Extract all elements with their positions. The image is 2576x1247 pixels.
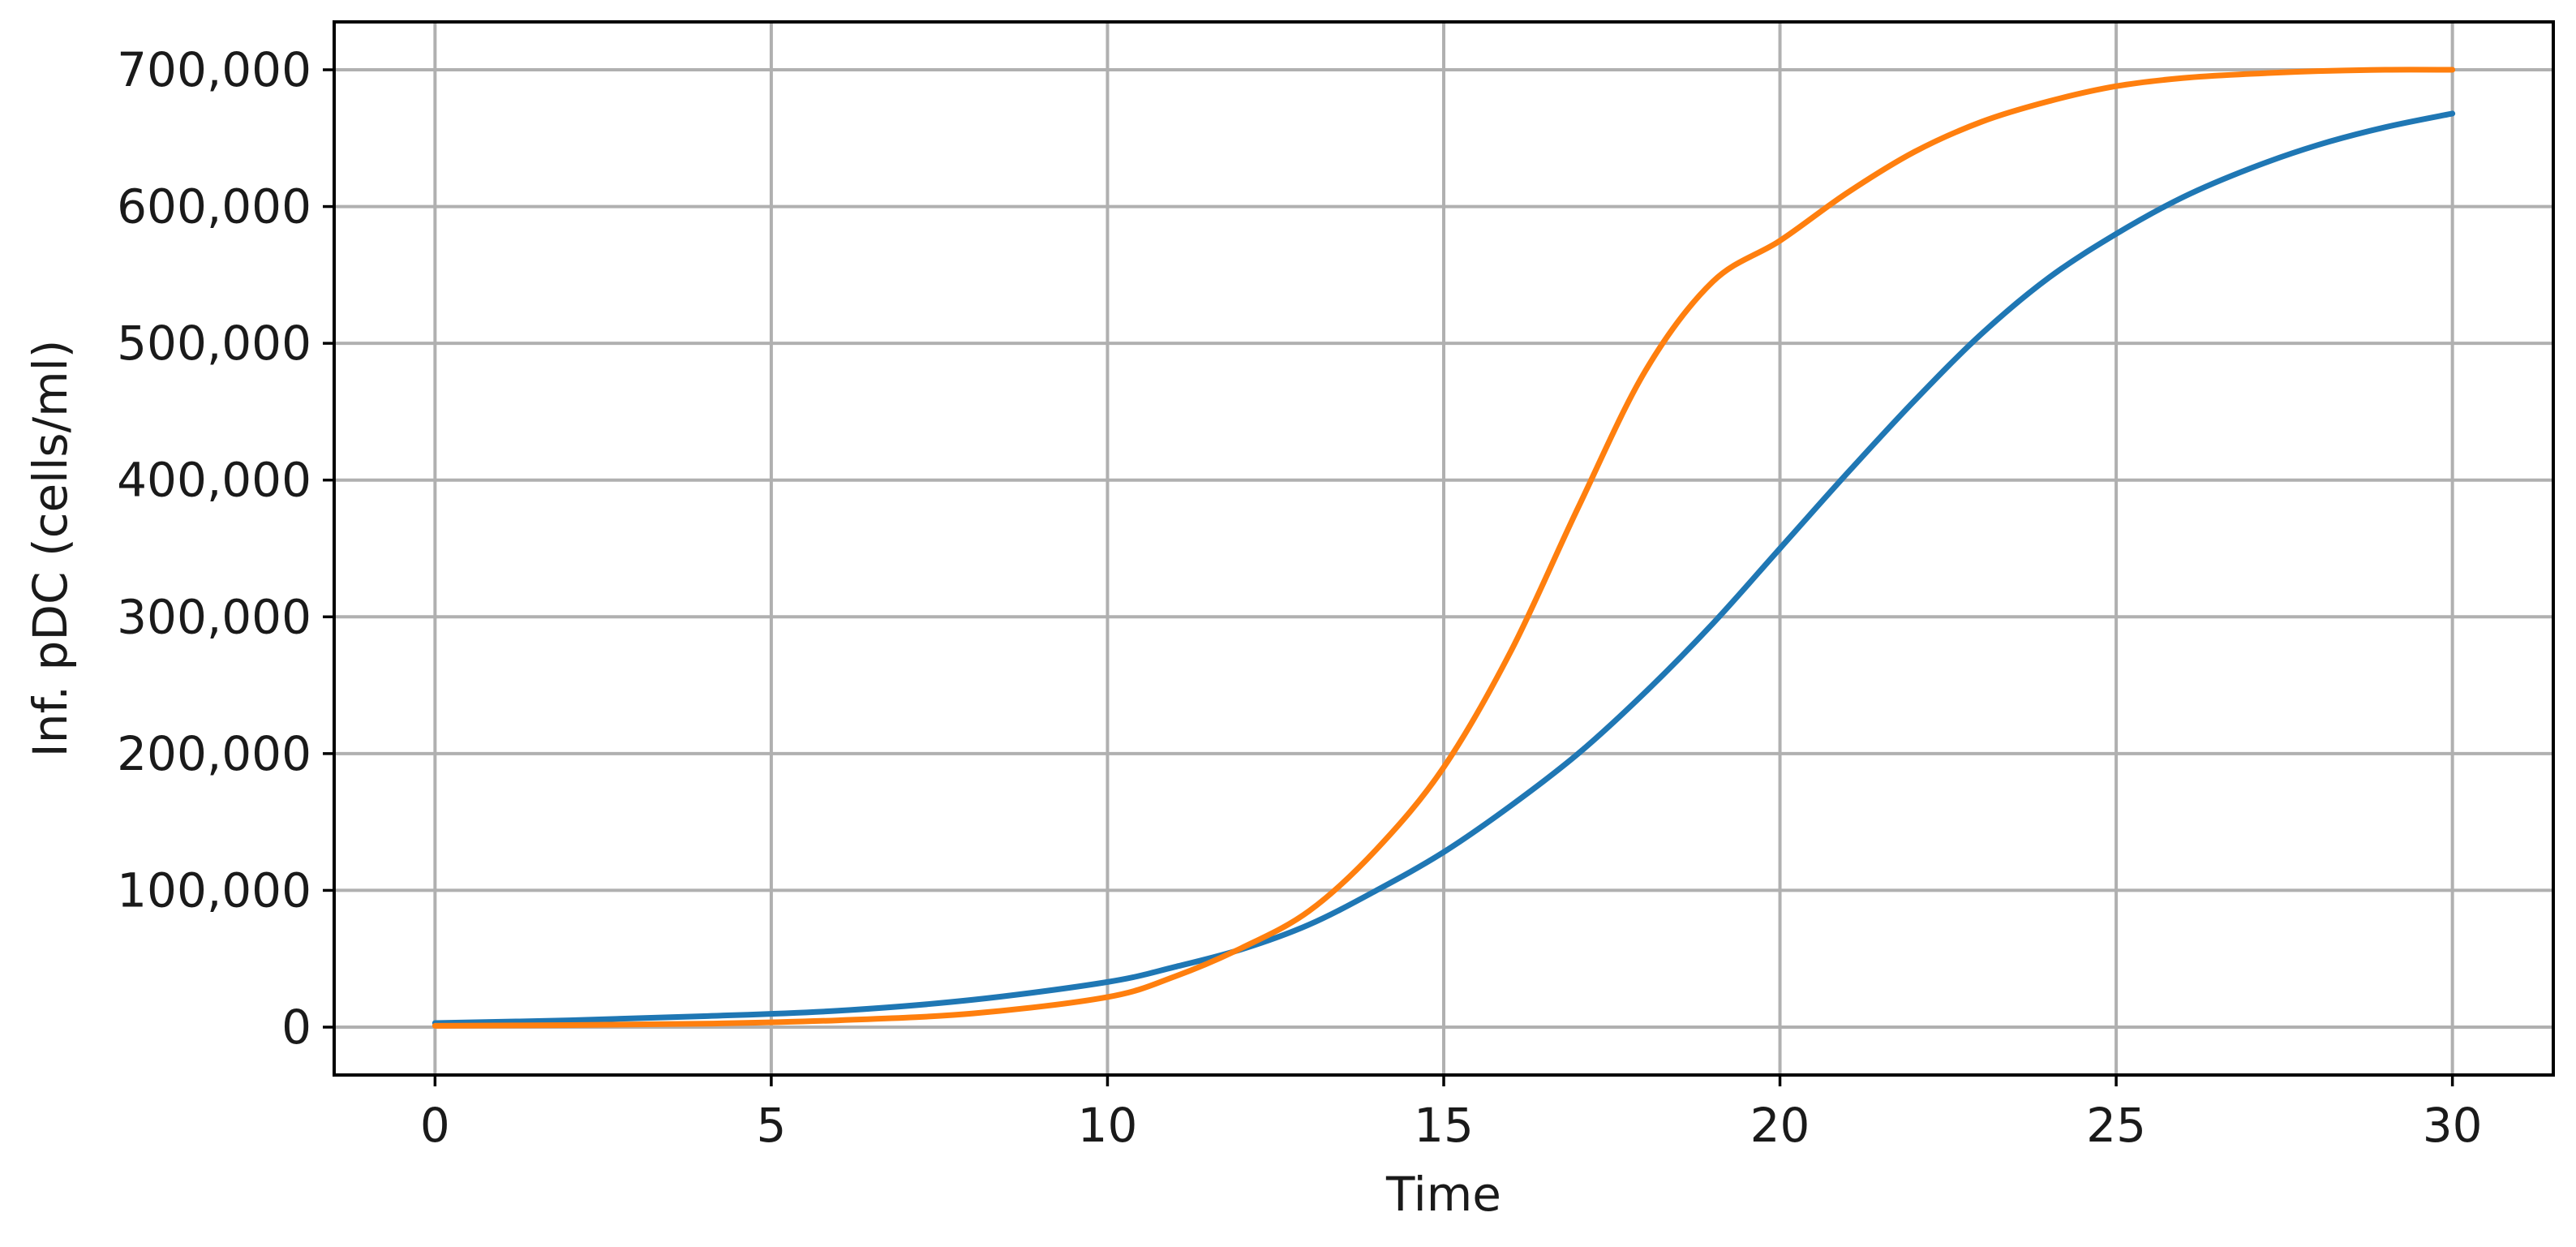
x-tick-label: 10 — [1078, 1098, 1138, 1153]
y-tick-label: 100,000 — [117, 862, 311, 918]
x-tick-label: 30 — [2423, 1098, 2483, 1153]
x-axis-label: Time — [1385, 1167, 1501, 1222]
y-tick-label: 700,000 — [117, 42, 311, 97]
y-tick-label: 200,000 — [117, 726, 311, 781]
x-tick-label: 0 — [420, 1098, 450, 1153]
x-axis: 0 5 10 15 20 25 30 — [420, 1075, 2483, 1153]
series-line-1 — [431, 110, 2456, 1026]
series-layer — [431, 67, 2456, 1029]
x-tick-label: 15 — [1414, 1098, 1474, 1153]
grid — [334, 22, 2553, 1075]
y-axis-label: Inf. pDC (cells/ml) — [23, 340, 78, 758]
y-axis: 0 100,000 200,000 300,000 400,000 500,000 600,… — [117, 42, 334, 1055]
y-tick-label: 300,000 — [117, 589, 311, 644]
x-tick-label: 20 — [1750, 1098, 1810, 1153]
y-tick-label: 0 — [281, 1000, 311, 1055]
x-tick-label: 25 — [2086, 1098, 2146, 1153]
x-tick-label: 5 — [756, 1098, 786, 1153]
y-tick-label: 500,000 — [117, 316, 311, 371]
series-line-2 — [431, 67, 2456, 1029]
y-tick-label: 400,000 — [117, 453, 311, 508]
y-tick-label: 600,000 — [117, 179, 311, 234]
